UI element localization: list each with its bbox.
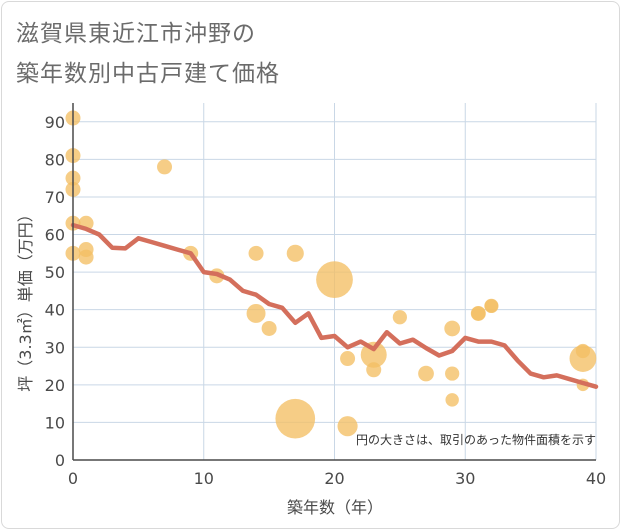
x-tick-label: 30	[455, 469, 475, 488]
y-tick-label: 40	[45, 301, 65, 320]
average-line	[70, 222, 599, 389]
data-bubble	[340, 351, 356, 367]
data-bubble	[444, 320, 461, 337]
data-bubble	[157, 159, 173, 175]
x-axis-label: 築年数（年）	[287, 498, 383, 517]
y-tick-label: 20	[45, 376, 65, 395]
data-bubble	[337, 416, 358, 437]
data-bubble	[246, 303, 266, 323]
x-tick-label: 0	[68, 469, 78, 488]
x-tick-label: 40	[586, 469, 606, 488]
data-bubble	[392, 310, 407, 325]
transaction-bubbles	[65, 110, 597, 439]
data-bubble	[484, 299, 499, 313]
y-tick-label: 0	[55, 451, 65, 470]
data-bubble	[78, 249, 94, 265]
y-tick-label: 70	[45, 188, 65, 207]
grid-lines	[73, 103, 597, 460]
data-bubble	[360, 341, 387, 368]
tick-labels: 0 10 20 30 40 50 60 70 80 90 0 10 20 30 40	[45, 113, 607, 488]
x-tick-label: 20	[324, 469, 344, 488]
axes	[72, 103, 596, 461]
y-tick-label: 80	[45, 150, 65, 169]
chart-title-line-2: 築年数別中古戸建て価格	[16, 61, 280, 87]
data-bubble	[445, 393, 459, 407]
average-price-line	[70, 222, 599, 389]
data-bubble	[261, 320, 277, 336]
y-tick-label: 50	[45, 263, 65, 282]
data-bubble	[575, 343, 591, 359]
x-tick-label: 10	[194, 469, 214, 488]
data-bubble	[418, 365, 434, 382]
y-tick-label: 60	[45, 226, 65, 245]
y-tick-label: 90	[45, 113, 65, 132]
y-tick-label: 10	[45, 413, 65, 432]
y-tick-label: 30	[45, 338, 65, 357]
data-bubble	[471, 306, 486, 321]
bubble-size-note: 円の大きさは、取引のあった物件面積を示す	[356, 432, 596, 447]
data-bubble	[248, 245, 264, 261]
data-bubble	[275, 398, 316, 439]
data-bubble	[445, 366, 460, 381]
data-bubble	[286, 244, 304, 262]
data-bubble	[366, 362, 382, 378]
y-axis-label: 坪（3.3㎡）単価（万円）	[16, 206, 35, 391]
data-bubble	[316, 261, 353, 298]
chart-title-line-1: 滋賀県東近江市沖野の	[16, 21, 256, 47]
